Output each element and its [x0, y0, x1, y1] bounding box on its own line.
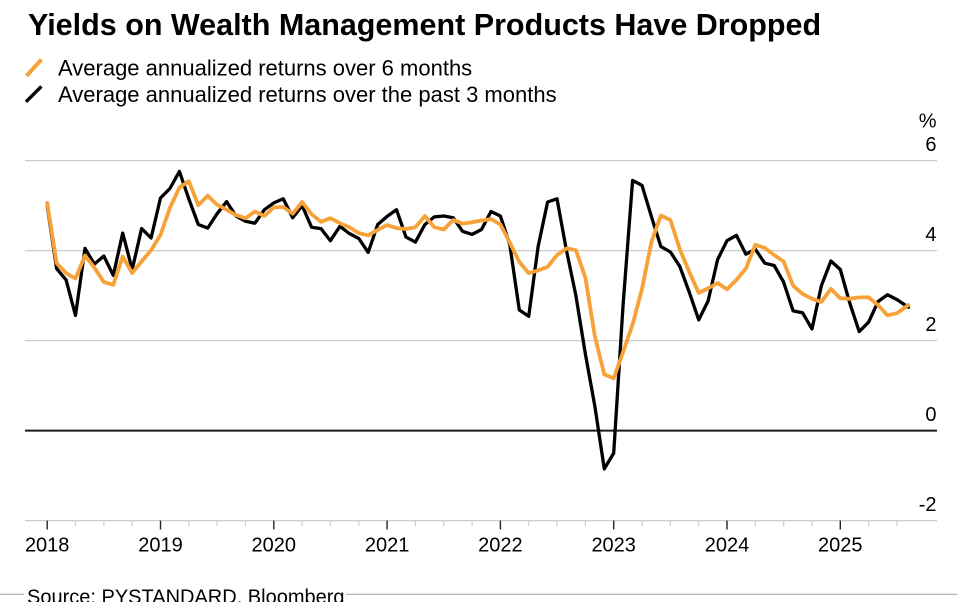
svg-text:2023: 2023	[591, 535, 636, 557]
svg-text:2020: 2020	[252, 535, 297, 557]
svg-text:4: 4	[925, 224, 936, 246]
svg-text:2021: 2021	[365, 535, 410, 557]
svg-text:2: 2	[925, 314, 936, 336]
svg-text:%: %	[919, 110, 937, 132]
svg-text:2019: 2019	[138, 535, 183, 557]
svg-text:2025: 2025	[818, 535, 863, 557]
svg-text:2018: 2018	[25, 535, 70, 557]
svg-text:2024: 2024	[705, 535, 750, 557]
svg-text:Average annualized returns ove: Average annualized returns over 6 months	[58, 56, 472, 81]
svg-text:-2: -2	[919, 494, 937, 516]
svg-text:0: 0	[925, 404, 936, 426]
svg-text:6: 6	[925, 134, 936, 156]
svg-text:Average annualized returns ove: Average annualized returns over the past…	[58, 82, 557, 107]
svg-text:2022: 2022	[478, 535, 523, 557]
svg-text:Yields on Wealth Management Pr: Yields on Wealth Management Products Hav…	[28, 8, 821, 42]
svg-text:Source: PYSTANDARD, Bloomberg: Source: PYSTANDARD, Bloomberg	[27, 587, 345, 602]
